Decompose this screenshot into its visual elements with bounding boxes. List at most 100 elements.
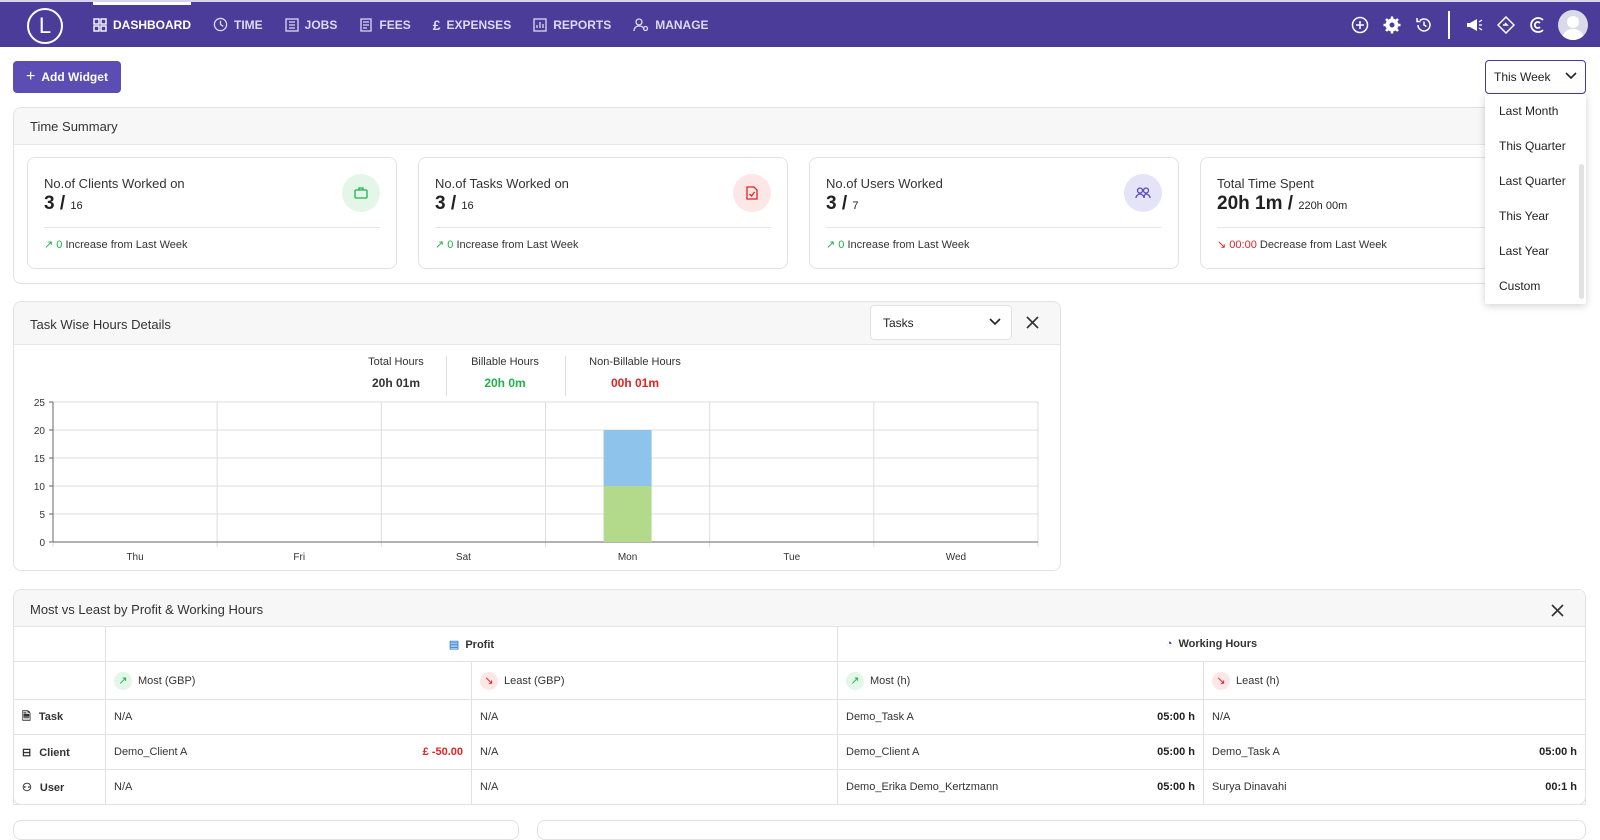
trend-up-icon: ↗ (435, 239, 445, 251)
trend-down-icon: ↘ (1212, 671, 1230, 690)
clock-icon (213, 17, 228, 32)
nav-manage[interactable]: MANAGE (633, 2, 709, 47)
divider (446, 356, 447, 396)
trend-up-icon: ↗ (826, 239, 836, 251)
panel-title: Time Summary (14, 108, 1585, 145)
range-option[interactable]: Custom (1499, 279, 1541, 293)
close-icon[interactable] (1551, 601, 1564, 622)
history-icon[interactable] (1408, 9, 1440, 41)
divider (1217, 227, 1553, 228)
cell-name: Demo_Client A (114, 746, 188, 758)
profit-label: Profit (465, 638, 495, 651)
row-label-cell: ⊟ Client (13, 734, 106, 770)
top-actions (1344, 2, 1588, 47)
billable-hours-stat: Billable Hours 20h 0m (460, 356, 550, 390)
card-trend: ↘ 00:00 Decrease from Last Week (1217, 238, 1387, 251)
cell-value: £ -50.00 (422, 746, 463, 758)
bar (603, 430, 652, 486)
cell-name: N/A (480, 781, 499, 793)
cell-value: 00:1 h (1545, 781, 1577, 793)
row-label: Task (38, 710, 64, 723)
trend-text: Decrease from Last Week (1259, 239, 1387, 251)
card-trend: ↗ 0 Increase from Last Week (826, 238, 970, 251)
range-option[interactable]: This Year (1499, 209, 1550, 223)
table-subheader-row: ↗ Most (GBP) ↘ Least (GBP) ↗ Most (h) ↘ Leas… (13, 661, 1586, 700)
nav-jobs[interactable]: JOBS (285, 2, 337, 47)
trend-value: 0 (447, 239, 454, 251)
chevron-down-icon (1565, 72, 1577, 80)
cell-name: N/A (1212, 711, 1231, 723)
subheader-cell: ↘ Least (h) (1203, 661, 1586, 700)
summary-card-clients: No.of Clients Worked on 3 / 16 ↗ 0 Incre… (27, 157, 397, 269)
table-cell: Demo_Task A 05:00 h (1203, 734, 1586, 770)
card-total: 220h 00m (1298, 200, 1348, 212)
plus-icon: + (26, 68, 36, 85)
task-file-icon (733, 174, 771, 212)
subheader-label: Least (h) (1236, 674, 1280, 687)
subheader-cell: ↗ Most (h) (837, 661, 1204, 700)
cell-name: Demo_Erika Demo_Kertzmann (846, 781, 999, 793)
bar-chart-icon (533, 17, 547, 32)
y-tick-label: 20 (34, 426, 46, 437)
add-widget-button[interactable]: + Add Widget (13, 61, 121, 93)
cell-value: 05:00 h (1539, 746, 1577, 758)
divider (435, 227, 771, 228)
trend-up-icon: ↗ (114, 671, 132, 690)
nav-label: MANAGE (655, 17, 709, 32)
y-tick-label: 25 (34, 398, 46, 409)
date-range-select[interactable]: This Week (1485, 60, 1586, 94)
total-hours-stat: Total Hours 20h 01m (356, 356, 436, 390)
megaphone-icon[interactable] (1458, 9, 1490, 41)
add-circle-icon[interactable] (1344, 9, 1376, 41)
table-cell: N/A (1203, 699, 1586, 735)
table-cell: N/A (105, 699, 472, 735)
range-option[interactable]: Last Month (1499, 104, 1559, 118)
gear-icon[interactable] (1376, 9, 1408, 41)
nav-time[interactable]: TIME (213, 2, 263, 47)
clock-icon: ◔ (1165, 638, 1173, 650)
task-hours-chart: 0 5 10 15 20 25 Thu Fri Sat Mon Tue Wed (34, 398, 1039, 563)
task-type-select[interactable]: Tasks (870, 305, 1012, 340)
date-range-value: This Week (1494, 70, 1551, 84)
cell-name: N/A (114, 711, 133, 723)
y-tick-label: 5 (39, 510, 45, 521)
cell-name: Demo_Task A (846, 711, 914, 723)
receipt-icon (360, 17, 373, 32)
app-logo[interactable]: L (27, 8, 63, 44)
x-tick-label: Tue (783, 552, 800, 563)
table-cell: N/A (105, 769, 472, 805)
cell-value: 05:00 h (1157, 781, 1195, 793)
card-count: 3 / (826, 193, 848, 214)
nav-dashboard[interactable]: DASHBOARD (93, 2, 191, 47)
nav-expenses[interactable]: £ EXPENSES (433, 2, 512, 47)
trend-down-icon: ↘ (480, 671, 498, 690)
nav-fees[interactable]: FEES (359, 2, 411, 47)
row-label: Client (39, 746, 70, 759)
hours-header: ◔ Working Hours (837, 626, 1586, 662)
card-title: No.of Users Worked (826, 176, 943, 191)
stat-label: Non-Billable Hours (589, 356, 681, 368)
range-option[interactable]: This Quarter (1499, 139, 1566, 153)
cell-name: N/A (480, 746, 499, 758)
table-cell: Demo_Erika Demo_Kertzmann 05:00 h (837, 769, 1204, 805)
card-title: No.of Clients Worked on (44, 176, 185, 191)
divider (826, 227, 1162, 228)
card-trend: ↗ 0 Increase from Last Week (44, 238, 188, 251)
table-cell: Demo_Client A 05:00 h (837, 734, 1204, 770)
range-option[interactable]: Last Year (1499, 244, 1550, 258)
nav-reports[interactable]: REPORTS (533, 2, 611, 47)
close-icon[interactable] (1026, 313, 1039, 334)
y-tick-label: 10 (34, 482, 46, 493)
divider (1448, 10, 1450, 39)
avatar[interactable] (1558, 9, 1588, 40)
table-row: 🗎 Task N/A N/A Demo_Task A 05:00 h N/A (13, 699, 1586, 735)
diamond-icon[interactable] (1490, 9, 1522, 41)
dropdown-scrollbar[interactable] (1579, 164, 1584, 299)
range-option[interactable]: Last Quarter (1499, 174, 1566, 188)
briefcase-icon (342, 174, 380, 212)
widget-panel-partial (537, 820, 1586, 840)
brand-c-icon[interactable] (1522, 9, 1554, 41)
trend-value: 0 (56, 239, 63, 251)
stat-value: 00h 01m (610, 376, 660, 390)
top-navbar: L DASHBOARD TIME JOBS FEES £ EXPENSES RE… (0, 0, 1600, 47)
